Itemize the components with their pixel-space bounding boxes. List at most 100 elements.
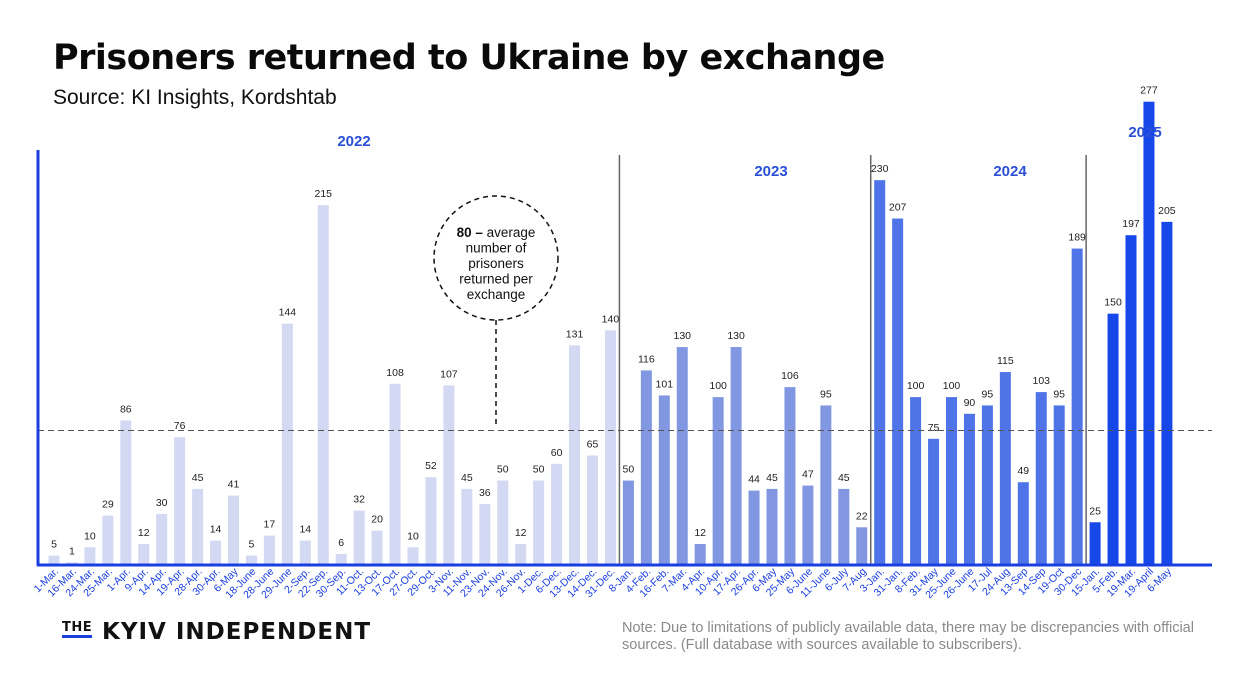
- value-label: 86: [120, 403, 132, 415]
- bar-2023-13: [838, 488, 850, 564]
- bar-2022-13: [263, 535, 275, 564]
- value-label: 50: [623, 464, 635, 476]
- value-label: 197: [1122, 218, 1140, 230]
- footnote: Note: Due to limitations of publicly ava…: [622, 620, 1194, 653]
- value-label: 10: [407, 530, 419, 542]
- year-label-2024: 2024: [993, 163, 1027, 180]
- bar-2022-14: [281, 323, 293, 564]
- bar-2023-4: [676, 347, 688, 564]
- value-label: 36: [479, 487, 491, 499]
- value-label: 75: [928, 422, 940, 434]
- annotation-line: returned per: [459, 272, 533, 287]
- value-label: 107: [440, 368, 458, 380]
- bar-2022-28: [533, 480, 545, 564]
- bar-2022-27: [515, 543, 527, 564]
- bar-2025-3: [1125, 235, 1137, 564]
- bar-2022-26: [497, 480, 509, 564]
- value-label: 116: [638, 353, 655, 365]
- bar-2022-21: [407, 547, 419, 564]
- bar-2022-4: [102, 515, 114, 564]
- value-label: 60: [551, 447, 563, 459]
- value-label: 44: [748, 474, 760, 486]
- bar-2022-1: [48, 555, 60, 564]
- brand-prefix: THE: [62, 621, 93, 638]
- bar-2022-25: [479, 503, 491, 564]
- bar-2022-3: [84, 547, 96, 564]
- bar-2025-5: [1161, 221, 1173, 565]
- value-label: 90: [964, 397, 976, 409]
- bar-2024-9: [1017, 482, 1029, 564]
- year-label-2025: 2025: [1128, 124, 1161, 141]
- brand-name: KYIV INDEPENDENT: [102, 619, 372, 645]
- bar-2023-6: [712, 397, 724, 564]
- year-label-2023: 2023: [754, 163, 787, 180]
- bar-2022-22: [425, 477, 437, 564]
- bar-2023-8: [748, 490, 760, 564]
- bar-2024-5: [946, 397, 957, 564]
- bar-2024-1: [874, 180, 886, 564]
- value-label: 140: [602, 313, 620, 325]
- value-label: 1: [69, 545, 75, 557]
- value-label: 95: [1053, 388, 1065, 400]
- bar-2022-9: [192, 488, 204, 564]
- value-label: 230: [871, 163, 889, 175]
- bar-2023-7: [730, 347, 742, 564]
- value-label: 30: [156, 497, 168, 509]
- value-label: 17: [264, 519, 276, 531]
- bar-2022-31: [587, 455, 598, 564]
- bar-2022-32: [604, 330, 616, 564]
- bar-2024-10: [1035, 392, 1047, 564]
- value-label: 65: [587, 439, 599, 451]
- bar-2022-24: [461, 488, 473, 564]
- value-label: 50: [533, 464, 545, 476]
- bar-2022-8: [174, 437, 186, 564]
- bar-2022-17: [335, 553, 347, 564]
- annotation-value: 80 –: [457, 225, 487, 240]
- value-label: 14: [299, 524, 311, 536]
- bar-2024-7: [981, 405, 993, 564]
- value-label: 277: [1140, 85, 1158, 97]
- bar-2023-11: [802, 485, 814, 564]
- value-label: 76: [174, 420, 186, 432]
- bar-2022-30: [569, 345, 581, 564]
- value-label: 130: [727, 330, 745, 342]
- value-label: 45: [461, 472, 473, 484]
- year-labels-group: 2022 2023 2024 2025: [337, 124, 1161, 180]
- tick-labels-group: 1-Mar.16-Mar.24-Mar.25-Mar.1-Apr.9-Apr.1…: [32, 565, 1175, 601]
- bar-2024-3: [910, 397, 922, 564]
- bar-2023-5: [694, 543, 706, 564]
- value-labels-group: 5110298612307645144151714414215632201081…: [51, 85, 1176, 558]
- bar-2024-8: [999, 372, 1011, 564]
- bar-2023-14: [856, 527, 868, 564]
- value-label: 45: [192, 472, 204, 484]
- year-label-2022: 2022: [337, 133, 370, 150]
- bar-2025-1: [1089, 522, 1101, 564]
- bar-2024-6: [963, 413, 975, 564]
- bar-2022-19: [371, 530, 383, 564]
- bar-2022-6: [138, 543, 150, 564]
- bar-2022-7: [156, 513, 168, 564]
- value-label: 5: [51, 539, 57, 551]
- value-label: 29: [102, 499, 114, 511]
- bar-2024-12: [1071, 248, 1083, 564]
- value-label: 49: [1017, 465, 1029, 477]
- value-label: 5: [249, 539, 255, 551]
- annotation-text: 80 – average number of prisoners returned p…: [457, 225, 536, 302]
- value-label: 6: [338, 537, 344, 549]
- value-label: 115: [997, 355, 1014, 367]
- value-label: 47: [802, 469, 814, 481]
- value-label: 52: [425, 460, 437, 472]
- bar-2022-16: [317, 205, 329, 564]
- value-label: 95: [820, 388, 832, 400]
- value-label: 100: [709, 380, 727, 392]
- bar-2025-4: [1143, 101, 1155, 565]
- bar-2023-3: [658, 395, 670, 564]
- value-label: 32: [353, 494, 365, 506]
- bar-2022-23: [443, 385, 455, 564]
- value-label: 25: [1089, 505, 1101, 517]
- bar-2022-20: [389, 383, 401, 564]
- bar-2024-4: [928, 438, 940, 564]
- value-label: 131: [566, 328, 584, 340]
- value-label: 100: [943, 380, 961, 392]
